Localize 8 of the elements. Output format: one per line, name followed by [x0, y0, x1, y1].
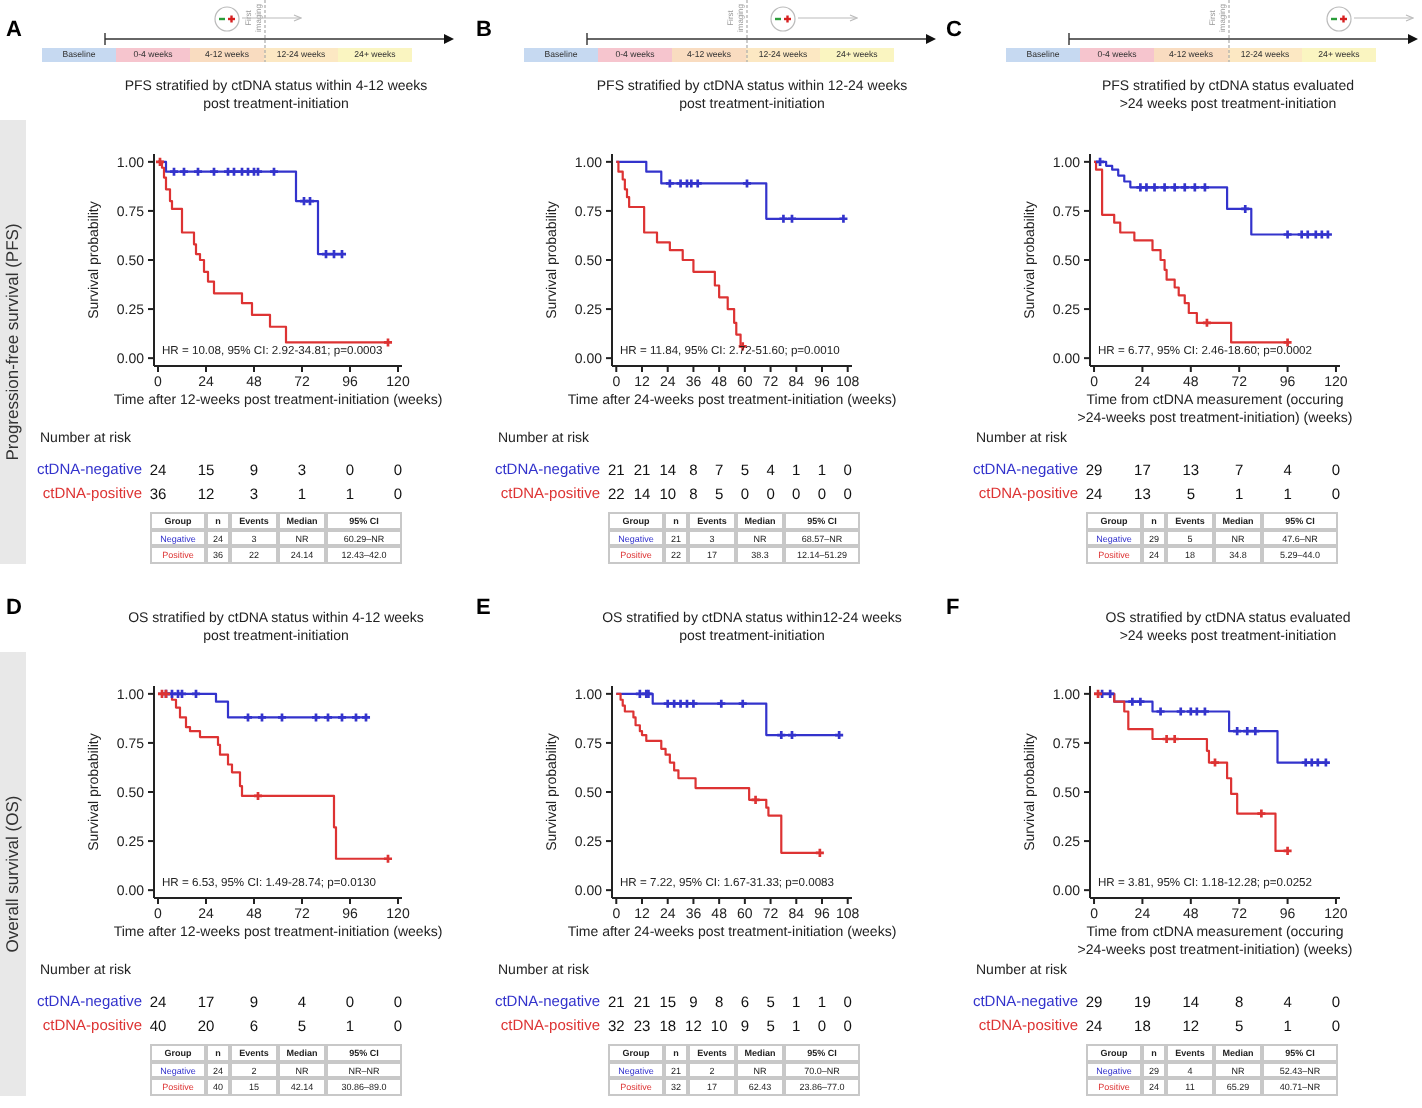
text: A: [6, 18, 22, 44]
text: E: [476, 596, 491, 622]
text: C: [946, 18, 962, 44]
text: D: [6, 596, 22, 622]
text: Progression-free survival (PFS): [1, 223, 23, 461]
text: Overall survival (OS): [1, 795, 23, 953]
text: F: [946, 596, 960, 622]
text: B: [476, 18, 492, 44]
